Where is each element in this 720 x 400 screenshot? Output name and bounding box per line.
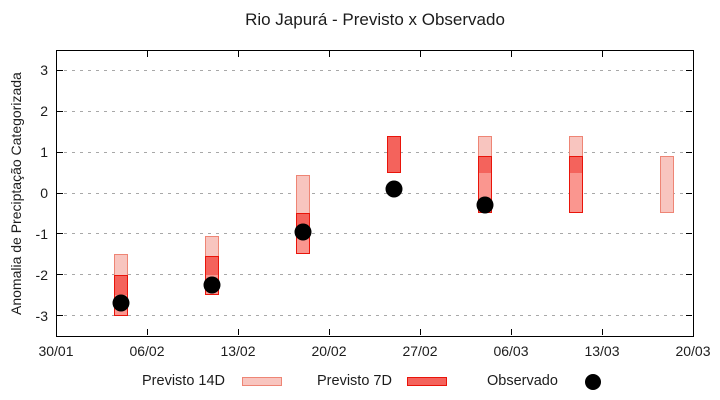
gridline [56,110,693,112]
x-tick-mirror [328,51,330,57]
y-tick-mirror [686,110,692,112]
x-tick-mirror [692,51,694,57]
x-tick-label: 27/02 [402,343,438,359]
previsto-7d-upper-half [479,157,491,174]
y-tick-label: -2 [35,266,48,283]
gridline [56,315,693,317]
x-tick-label: 13/03 [584,343,620,359]
gridline [56,192,693,194]
x-tick-label: 06/03 [493,343,529,359]
previsto-14d-box [660,156,674,214]
legend-swatch-previsto-14d [242,377,282,386]
chart-title: Rio Japurá - Previsto x Observado [245,10,505,29]
previsto-7d-upper-half [206,257,218,276]
legend-label-previsto-7d: Previsto 7D [317,373,392,389]
x-tick-mirror [510,51,512,57]
y-tick [57,233,63,235]
x-tick-mirror [601,51,603,57]
observado-point [203,276,221,294]
previsto-7d-box [569,156,583,214]
x-tick-label: 06/02 [129,343,165,359]
x-tick-mirror [55,51,57,57]
gridline [56,233,693,235]
x-tick [146,329,148,335]
x-tick [601,329,603,335]
x-tick [55,329,57,335]
y-tick [57,315,63,317]
x-tick-label: 13/02 [220,343,256,359]
x-tick-mirror [237,51,239,57]
previsto-7d-box [387,135,401,173]
x-tick [237,329,239,335]
plot-border [56,50,694,337]
previsto-7d-upper-half [570,157,582,174]
x-tick-label: 30/01 [38,343,74,359]
x-tick [419,329,421,335]
y-tick [57,151,63,153]
y-tick-label: 3 [40,62,48,79]
y-tick [57,110,63,112]
previsto-7d-lower-half [570,172,582,213]
gridline [56,151,693,153]
y-tick [57,274,63,276]
x-tick [510,329,512,335]
y-tick-mirror [686,69,692,71]
y-tick-label: 2 [40,103,48,120]
y-tick-mirror [686,192,692,194]
y-tick-mirror [686,274,692,276]
x-tick-mirror [419,51,421,57]
gridline [56,69,693,71]
legend-label-observado: Observado [487,373,558,389]
y-tick-mirror [686,151,692,153]
x-tick [692,329,694,335]
x-tick [328,329,330,335]
legend-label-previsto-14d: Previsto 14D [142,373,226,389]
y-tick-mirror [686,233,692,235]
legend-swatch-previsto-7d [407,377,447,386]
legend-dot-observado [585,374,601,390]
y-tick [57,69,63,71]
x-tick-label: 20/03 [675,343,711,359]
y-tick-label: -3 [35,307,48,324]
y-tick [57,192,63,194]
observado-point [385,180,403,198]
observado-point [476,196,494,214]
observado-point [112,294,130,312]
gridline [56,274,693,276]
y-tick-label: 0 [40,185,48,201]
observado-point [294,223,312,241]
y-tick-label: 1 [40,144,48,161]
previsto-7d-upper-half [115,275,127,297]
x-tick-mirror [146,51,148,57]
x-tick-label: 20/02 [311,343,347,359]
y-tick-label: -1 [35,225,48,242]
y-tick-mirror [686,315,692,317]
